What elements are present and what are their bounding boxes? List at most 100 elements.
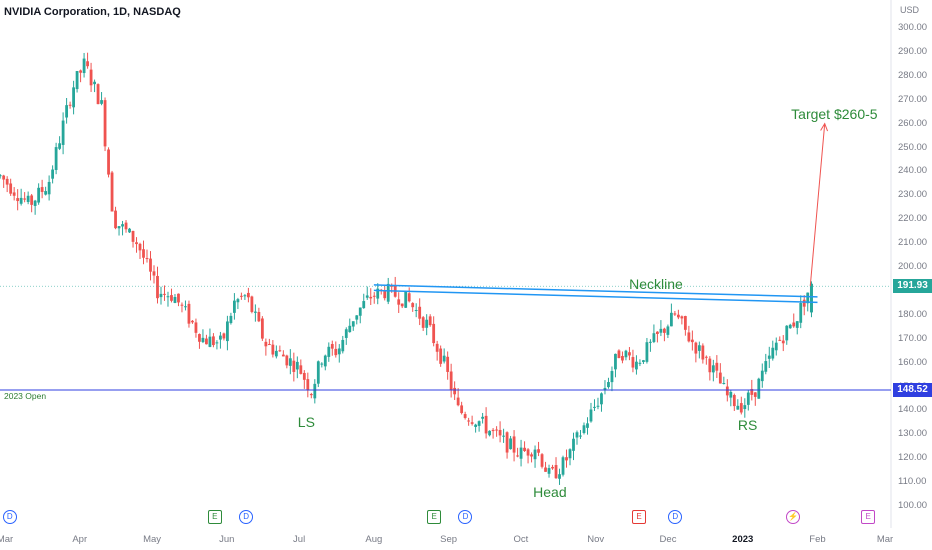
candle-body (701, 345, 705, 360)
candle-body (523, 447, 526, 452)
y-tick-label: 140.00 (898, 404, 928, 416)
split-marker-icon[interactable]: ⚡ (786, 510, 801, 524)
earnings-marker-icon[interactable]: E (207, 510, 222, 524)
candle-body (177, 293, 180, 303)
candle-body (558, 474, 561, 479)
neckline-lower (373, 289, 818, 304)
candle-body (572, 438, 575, 451)
y-tick-label: 170.00 (898, 332, 928, 344)
y-tick-label: 200.00 (898, 261, 928, 272)
candle-body (40, 187, 44, 192)
candle-body (635, 361, 638, 370)
candle-body (788, 324, 792, 329)
x-tick-label: 2023 (732, 534, 754, 545)
candle-body (320, 363, 324, 365)
candle-body (281, 354, 285, 357)
candle-body (390, 285, 394, 287)
candle-body (260, 318, 264, 339)
earnings-marker-icon[interactable]: E (632, 510, 647, 524)
candle-body (180, 304, 184, 306)
candle-body (659, 328, 663, 333)
candle-body (229, 315, 233, 324)
candle-body (191, 320, 194, 323)
candle-body (124, 222, 128, 230)
y-tick-label: 300.00 (898, 22, 928, 33)
earnings-marker-icon[interactable]: E (427, 510, 442, 524)
candle-body (645, 342, 649, 362)
candle-body (37, 187, 41, 203)
candle-body (425, 319, 429, 328)
candle-body (544, 467, 547, 472)
open-2023-label: 2023 Open (4, 391, 47, 401)
candle-body (547, 468, 551, 474)
candle-body (621, 355, 624, 361)
candle-body (743, 405, 747, 410)
candle-body (495, 429, 498, 431)
candle-body (411, 303, 415, 308)
candle-body (771, 347, 775, 359)
candle-body (93, 81, 96, 85)
y-tick-label: 230.00 (898, 189, 928, 201)
candle-body (656, 331, 659, 334)
candle-body (481, 416, 485, 419)
candle-body (257, 311, 261, 322)
earnings-marker-icon[interactable]: E (861, 510, 876, 524)
candle-body (586, 423, 589, 428)
candle-body (208, 336, 212, 347)
candle-body (446, 356, 450, 372)
candle-body (428, 316, 432, 326)
candle-body (30, 195, 34, 205)
candle-body (187, 303, 191, 324)
candle-body (313, 383, 317, 399)
dividend-marker-icon[interactable]: D (2, 510, 17, 524)
pattern-label: Head (533, 483, 567, 500)
candle-body (628, 352, 631, 356)
dividend-marker-icon[interactable]: D (668, 510, 683, 524)
candle-body (215, 342, 219, 344)
candle-body (579, 435, 582, 437)
candle-body (739, 403, 743, 413)
candle-body (676, 314, 680, 318)
candle-body (114, 210, 117, 229)
candle-body (704, 356, 708, 358)
candle-body (760, 370, 764, 382)
candle-body (666, 326, 670, 335)
candle-body (128, 228, 131, 233)
candle-body (537, 449, 540, 453)
candle-body (82, 58, 86, 74)
candle-body (103, 100, 107, 147)
candle-body (135, 242, 138, 245)
y-tick-label: 250.00 (898, 141, 928, 153)
candle-body (226, 321, 229, 342)
candle-body (453, 387, 457, 395)
pattern-label: RS (737, 416, 758, 433)
last-price-tag: 191.93 (893, 279, 932, 294)
candle-body (170, 295, 173, 301)
neckline-upper (373, 284, 818, 298)
candle-body (732, 395, 736, 407)
candle-body (491, 429, 495, 432)
candle-body (316, 361, 320, 384)
candle-body (540, 454, 544, 467)
candle-body (0, 175, 2, 177)
candle-body (309, 394, 313, 396)
candle-body (166, 296, 170, 298)
candle-body (687, 332, 691, 342)
candle-body (638, 362, 642, 364)
candle-body (414, 309, 418, 311)
candle-body (460, 405, 464, 414)
candle-body (86, 61, 89, 67)
candle-body (690, 339, 694, 343)
candle-body (680, 316, 684, 319)
candle-body (753, 392, 757, 397)
candle-body (355, 315, 359, 320)
dividend-marker-icon[interactable]: D (239, 510, 254, 524)
candle-body (323, 355, 327, 367)
candle-body (711, 365, 715, 373)
candle-body (449, 371, 453, 391)
candle-body (442, 355, 446, 362)
dividend-marker-icon[interactable]: D (458, 510, 473, 524)
candle-body (610, 371, 614, 383)
candle-body (799, 303, 803, 323)
